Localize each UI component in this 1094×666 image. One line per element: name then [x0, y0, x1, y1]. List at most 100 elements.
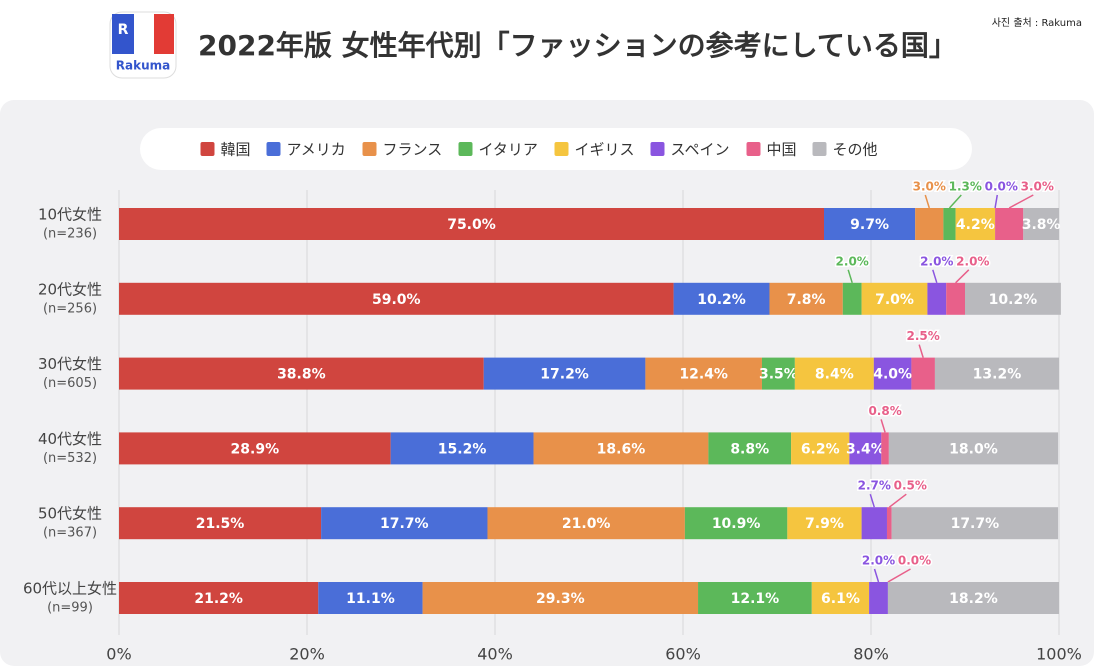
x-tick-label: 60%: [665, 645, 701, 664]
value-label: 17.2%: [540, 367, 589, 383]
value-label: 21.5%: [196, 516, 245, 532]
legend-label: アメリカ: [287, 141, 346, 159]
value-label: 18.0%: [949, 441, 998, 457]
value-label: 2.0%: [836, 254, 869, 268]
value-label: 75.0%: [447, 217, 496, 233]
value-label: 2.7%: [858, 479, 891, 493]
bar-segment: [794, 357, 874, 390]
value-label: 6.2%: [801, 441, 840, 457]
legend-swatch: [650, 142, 665, 156]
y-tick-label: 30代女性: [38, 355, 102, 373]
y-tick-label: 60代以上女性: [23, 580, 117, 598]
x-tick-label: 0%: [106, 645, 131, 664]
legend-swatch: [458, 142, 473, 156]
value-label: 0.0%: [985, 180, 1018, 194]
sample-size: (n=99): [47, 601, 93, 616]
logo-flag-red: [154, 14, 174, 54]
legend-label: その他: [833, 141, 878, 159]
legend-swatch: [746, 142, 761, 156]
value-label: 21.0%: [562, 516, 611, 532]
value-label: 38.8%: [277, 367, 326, 383]
bar-segment: [791, 432, 850, 465]
bar-segment: [533, 432, 709, 465]
callout-line: [887, 568, 911, 583]
bar-segment: [487, 507, 685, 540]
value-label: 28.9%: [231, 441, 280, 457]
logo-text: Rakuma: [116, 59, 170, 73]
chart-title: 2022年版 女性年代別「ファッションの参考にしている国」: [198, 29, 957, 62]
value-label: 3.0%: [913, 180, 946, 194]
bar-segment: [887, 582, 1059, 614]
bar-segment: [891, 507, 1059, 540]
x-tick-label: 100%: [1036, 645, 1082, 664]
value-label: 13.2%: [973, 367, 1022, 383]
bar-segment: [888, 432, 1059, 465]
logo-letter: R: [118, 22, 129, 38]
bar-segment: [119, 507, 322, 540]
legend-label: イギリス: [575, 141, 635, 159]
callout-line: [948, 194, 962, 209]
logo-flag-white: [134, 14, 154, 54]
value-label: 2.5%: [907, 329, 940, 343]
value-label: 1.3%: [949, 180, 982, 194]
bar-segment: [645, 357, 762, 390]
value-label: 17.7%: [380, 516, 429, 532]
bar-segment: [934, 357, 1059, 390]
sample-size: (n=367): [43, 526, 97, 541]
bar-segment: [684, 507, 788, 540]
bar-segment: [119, 208, 824, 240]
x-tick-label: 40%: [477, 645, 513, 664]
value-label: 8.8%: [730, 441, 769, 457]
bar-segment: [927, 282, 947, 315]
bar-segment: [1023, 208, 1059, 240]
value-label: 9.7%: [850, 217, 889, 233]
value-label: 2.0%: [862, 554, 895, 568]
callout-line: [869, 493, 876, 508]
sample-size: (n=256): [43, 301, 97, 316]
value-label: 12.1%: [731, 591, 780, 607]
bar-segment: [873, 357, 912, 390]
value-label: 3.5%: [759, 367, 798, 383]
sample-size: (n=532): [43, 451, 97, 466]
bar-segment: [119, 432, 391, 465]
value-label: 8.4%: [815, 367, 854, 383]
bar-segment: [811, 582, 870, 614]
bar-segment: [390, 432, 534, 465]
legend-label: 韓国: [221, 141, 251, 159]
value-label: 21.2%: [194, 591, 243, 607]
callout-line: [924, 194, 930, 209]
bar-segment: [943, 208, 956, 240]
bar-segment: [673, 282, 770, 315]
value-label: 17.7%: [951, 516, 1000, 532]
callout-line: [932, 269, 938, 284]
y-tick-label: 40代女性: [38, 430, 102, 448]
x-tick-label: 80%: [853, 645, 889, 664]
bar-segment: [761, 357, 795, 390]
sample-size: (n=236): [43, 227, 97, 242]
legend-label: フランス: [383, 141, 443, 159]
logo-flag-blue: [112, 14, 134, 54]
bar-segment: [842, 282, 862, 315]
callout-line: [873, 568, 880, 583]
bar-segment: [119, 357, 484, 390]
value-label: 10.2%: [697, 292, 746, 308]
value-label: 0.5%: [894, 479, 927, 493]
source: 사진 출처 : Rakuma: [992, 17, 1082, 29]
bar-segment: [824, 208, 916, 240]
value-label: 4.2%: [956, 217, 995, 233]
value-label: 6.1%: [821, 591, 860, 607]
bar-segment: [321, 507, 488, 540]
callout-line: [955, 269, 970, 284]
bar-segment: [849, 432, 882, 465]
value-label: 0.8%: [868, 404, 901, 418]
value-label: 18.2%: [949, 591, 998, 607]
legend-label: 中国: [767, 141, 797, 159]
callout-line: [847, 269, 853, 284]
value-label: 10.9%: [712, 516, 761, 532]
bar-segment: [955, 208, 996, 240]
legend-swatch: [362, 142, 377, 156]
bar-segment: [422, 582, 699, 614]
bar-segment: [698, 582, 812, 614]
legend-label: スペイン: [671, 141, 730, 159]
